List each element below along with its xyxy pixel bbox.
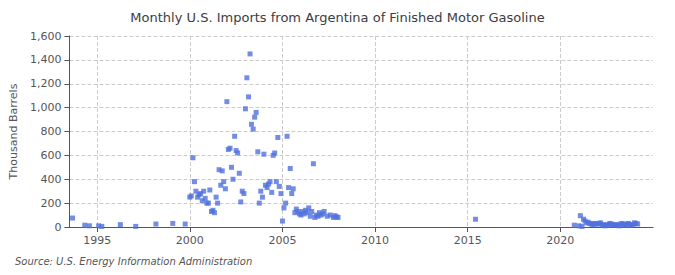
svg-text:800: 800 — [40, 125, 61, 138]
svg-text:2015: 2015 — [454, 234, 482, 247]
svg-text:Thousand Barrels: Thousand Barrels — [7, 83, 20, 180]
svg-text:1,200: 1,200 — [30, 77, 62, 90]
svg-text:400: 400 — [40, 173, 61, 186]
svg-text:2020: 2020 — [546, 234, 574, 247]
svg-text:0: 0 — [54, 221, 61, 234]
svg-text:1,600: 1,600 — [30, 30, 62, 43]
svg-text:Source: U.S. Energy Informatio: Source: U.S. Energy Information Administ… — [15, 256, 252, 267]
svg-text:1995: 1995 — [83, 234, 111, 247]
svg-text:Monthly U.S. Imports from Arge: Monthly U.S. Imports from Argentina of F… — [130, 10, 544, 25]
svg-text:200: 200 — [40, 197, 61, 210]
svg-text:600: 600 — [40, 149, 61, 162]
svg-text:2005: 2005 — [268, 234, 296, 247]
svg-text:1,000: 1,000 — [30, 101, 62, 114]
svg-text:2000: 2000 — [176, 234, 204, 247]
svg-text:1,400: 1,400 — [30, 53, 62, 66]
svg-text:2010: 2010 — [361, 234, 389, 247]
